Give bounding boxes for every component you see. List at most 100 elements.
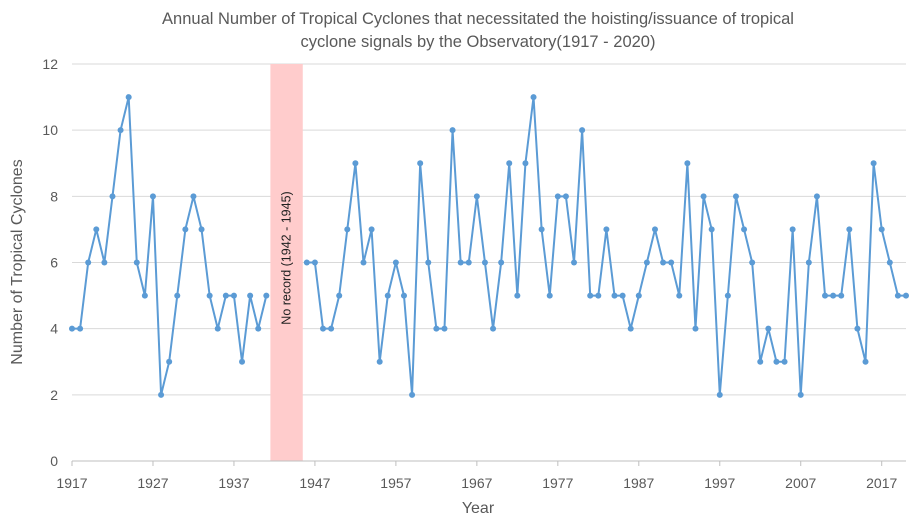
data-point-1946 — [303, 259, 310, 266]
data-point-1969 — [490, 325, 497, 332]
data-point-1921 — [101, 259, 108, 266]
y-tick-label-10: 10 — [42, 122, 58, 138]
data-point-1929 — [166, 358, 173, 365]
data-point-1995 — [700, 193, 707, 200]
data-point-2016 — [870, 160, 877, 167]
x-tick-label-1967: 1967 — [461, 475, 492, 491]
data-point-1978 — [562, 193, 569, 200]
data-point-1939 — [247, 292, 254, 299]
data-point-1920 — [93, 226, 100, 233]
data-point-1928 — [158, 391, 165, 398]
data-point-1992 — [676, 292, 683, 299]
y-tick-label-0: 0 — [50, 453, 58, 469]
data-point-1979 — [571, 259, 578, 266]
data-point-1961 — [425, 259, 432, 266]
data-point-1917 — [69, 325, 75, 332]
data-point-1986 — [627, 325, 634, 332]
y-tick-label-8: 8 — [50, 188, 58, 204]
x-tick-label-1977: 1977 — [542, 475, 573, 491]
x-tick-label-1937: 1937 — [218, 475, 249, 491]
data-point-1991 — [668, 259, 675, 266]
data-point-1958 — [400, 292, 407, 299]
y-tick-label-12: 12 — [42, 56, 58, 72]
data-point-1983 — [603, 226, 610, 233]
data-point-1919 — [85, 259, 92, 266]
data-point-1962 — [433, 325, 440, 332]
x-tick-label-1947: 1947 — [299, 475, 330, 491]
data-point-1985 — [619, 292, 626, 299]
data-point-1972 — [514, 292, 521, 299]
data-point-1932 — [190, 193, 197, 200]
data-point-1990 — [660, 259, 667, 266]
data-point-1967 — [473, 193, 480, 200]
data-point-1923 — [117, 127, 124, 134]
data-point-1996 — [708, 226, 715, 233]
data-point-1970 — [498, 259, 505, 266]
data-point-1989 — [651, 226, 658, 233]
data-point-1957 — [392, 259, 399, 266]
data-point-2018 — [886, 259, 893, 266]
data-point-1954 — [368, 226, 375, 233]
data-point-1960 — [417, 160, 424, 167]
data-point-1924 — [125, 94, 132, 101]
no-record-band — [270, 64, 303, 461]
data-point-1965 — [457, 259, 464, 266]
data-point-1977 — [554, 193, 561, 200]
data-point-2012 — [838, 292, 845, 299]
data-point-1930 — [174, 292, 181, 299]
x-axis-label: Year — [462, 500, 495, 517]
data-point-2000 — [741, 226, 748, 233]
data-point-2010 — [822, 292, 829, 299]
no-record-label: No record (1942 - 1945) — [280, 191, 294, 324]
data-point-2007 — [797, 391, 804, 398]
axes — [71, 460, 906, 466]
data-point-1971 — [506, 160, 513, 167]
data-point-2008 — [805, 259, 812, 266]
y-tick-labels: 0 2 4 6 8 10 12 — [42, 56, 58, 469]
x-tick-label-2017: 2017 — [866, 475, 897, 491]
data-point-1993 — [684, 160, 691, 167]
data-point-1980 — [579, 127, 586, 134]
data-point-2014 — [854, 325, 861, 332]
data-point-1955 — [376, 358, 383, 365]
data-point-1998 — [724, 292, 731, 299]
x-tick-labels: 1917 1927 1937 1947 1957 1967 1977 1987 1997 2007… — [56, 475, 897, 491]
data-point-1936 — [222, 292, 229, 299]
data-point-1988 — [643, 259, 650, 266]
series-group — [69, 94, 909, 398]
data-point-1934 — [206, 292, 213, 299]
y-axis-label: Number of Tropical Cyclones — [9, 159, 26, 364]
data-point-1941 — [263, 292, 270, 299]
data-point-1999 — [732, 193, 739, 200]
data-point-1976 — [546, 292, 553, 299]
data-point-1931 — [182, 226, 189, 233]
data-point-2005 — [781, 358, 788, 365]
data-point-1968 — [481, 259, 488, 266]
data-point-1952 — [352, 160, 359, 167]
data-point-1927 — [149, 193, 156, 200]
data-point-2002 — [757, 358, 764, 365]
data-point-1937 — [230, 292, 237, 299]
data-point-1959 — [409, 391, 416, 398]
series-line-segment-2 — [306, 96, 906, 396]
x-tick-label-1997: 1997 — [704, 475, 735, 491]
data-point-1953 — [360, 259, 367, 266]
data-point-1966 — [465, 259, 472, 266]
data-point-1949 — [328, 325, 335, 332]
data-point-2011 — [830, 292, 837, 299]
data-point-1922 — [109, 193, 116, 200]
chart-title-line-1: Annual Number of Tropical Cyclones that … — [162, 10, 794, 28]
y-tick-label-6: 6 — [50, 255, 58, 271]
data-point-1951 — [344, 226, 351, 233]
x-tick-label-1957: 1957 — [380, 475, 411, 491]
data-point-1975 — [538, 226, 545, 233]
data-point-1940 — [255, 325, 262, 332]
data-point-1964 — [449, 127, 456, 134]
gridlines — [72, 63, 906, 396]
data-point-2020 — [903, 292, 909, 299]
data-point-1926 — [141, 292, 148, 299]
data-point-1963 — [441, 325, 448, 332]
data-point-2019 — [894, 292, 901, 299]
data-point-1981 — [587, 292, 594, 299]
